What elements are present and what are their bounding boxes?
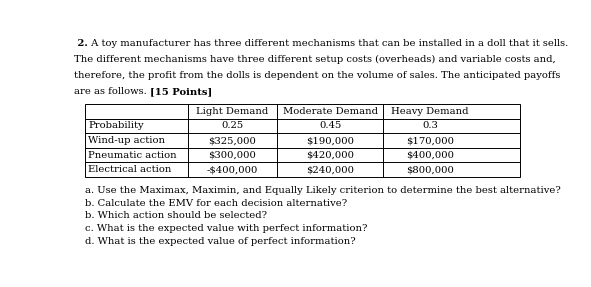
Text: Probability: Probability [88, 121, 144, 130]
Bar [85, 104, 521, 177]
Text: 0.3: 0.3 [422, 121, 438, 130]
Text: 0.45: 0.45 [319, 121, 341, 130]
Text: A toy manufacturer has three different mechanisms that can be installed in a dol: A toy manufacturer has three different m… [87, 39, 568, 48]
Text: $325,000: $325,000 [208, 136, 256, 145]
Text: Moderate Demand: Moderate Demand [282, 107, 378, 116]
Text: Pneumatic action: Pneumatic action [88, 151, 177, 160]
Text: therefore, the profit from the dolls is dependent on the volume of sales. The an: therefore, the profit from the dolls is … [74, 71, 560, 80]
Text: -$400,000: -$400,000 [206, 165, 258, 174]
Text: d. What is the expected value of perfect information?: d. What is the expected value of perfect… [85, 237, 356, 246]
Text: are as follows.: are as follows. [74, 87, 150, 96]
Text: $420,000: $420,000 [306, 151, 354, 160]
Text: The different mechanisms have three different setup costs (overheads) and variab: The different mechanisms have three diff… [74, 55, 556, 64]
Text: c. What is the expected value with perfect information?: c. What is the expected value with perfe… [85, 224, 368, 233]
Text: $800,000: $800,000 [406, 165, 454, 174]
Text: Wind-up action: Wind-up action [88, 136, 165, 145]
Text: a. Use the Maximax, Maximin, and Equally Likely criterion to determine the best : a. Use the Maximax, Maximin, and Equally… [85, 186, 561, 195]
Text: Electrical action: Electrical action [88, 165, 171, 174]
Text: 0.25: 0.25 [221, 121, 243, 130]
Text: b. Calculate the EMV for each decision alternative?: b. Calculate the EMV for each decision a… [85, 199, 348, 208]
Text: Heavy Demand: Heavy Demand [391, 107, 469, 116]
Text: $300,000: $300,000 [208, 151, 256, 160]
Text: $400,000: $400,000 [406, 151, 454, 160]
Text: 2.: 2. [74, 39, 87, 48]
Text: $240,000: $240,000 [306, 165, 354, 174]
Text: $190,000: $190,000 [306, 136, 354, 145]
Text: b. Which action should be selected?: b. Which action should be selected? [85, 212, 267, 220]
Text: $170,000: $170,000 [406, 136, 454, 145]
Text: Light Demand: Light Demand [196, 107, 268, 116]
Text: [15 Points]: [15 Points] [150, 87, 212, 96]
